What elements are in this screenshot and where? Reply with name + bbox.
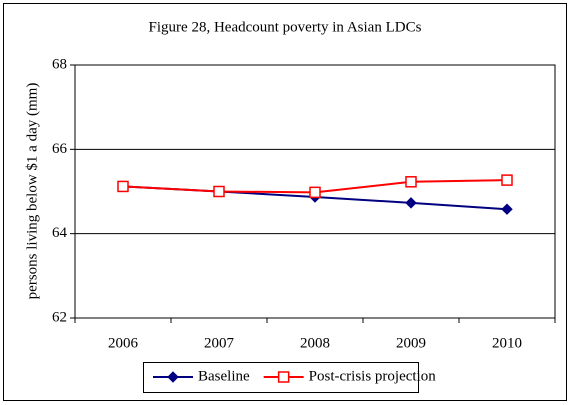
legend-label: Post-crisis projection — [309, 368, 437, 384]
marker — [501, 174, 513, 186]
marker — [309, 186, 321, 199]
marker — [213, 185, 225, 198]
y-axis-label: persons living below $1 a day (mm) — [24, 83, 40, 300]
marker — [405, 197, 417, 209]
plot-border — [74, 64, 556, 319]
x-tick-label: 2009 — [396, 335, 426, 351]
y-tick-label: 62 — [52, 309, 67, 325]
legend-marker — [167, 371, 179, 383]
x-tick-label: 2006 — [108, 335, 139, 351]
legend-label: Baseline — [198, 368, 250, 384]
chart-title: Figure 28, Headcount poverty in Asian LD… — [149, 19, 422, 35]
marker — [405, 176, 417, 188]
chart-border — [3, 3, 567, 401]
legend-marker — [277, 371, 290, 383]
x-tick-label: 2010 — [492, 335, 522, 351]
x-tick-label: 2007 — [204, 335, 235, 351]
y-tick-label: 64 — [52, 225, 68, 241]
marker — [501, 203, 513, 215]
y-tick-label: 68 — [52, 56, 67, 72]
marker — [117, 180, 129, 193]
x-tick-label: 2008 — [300, 335, 330, 351]
y-tick-label: 66 — [52, 141, 68, 157]
